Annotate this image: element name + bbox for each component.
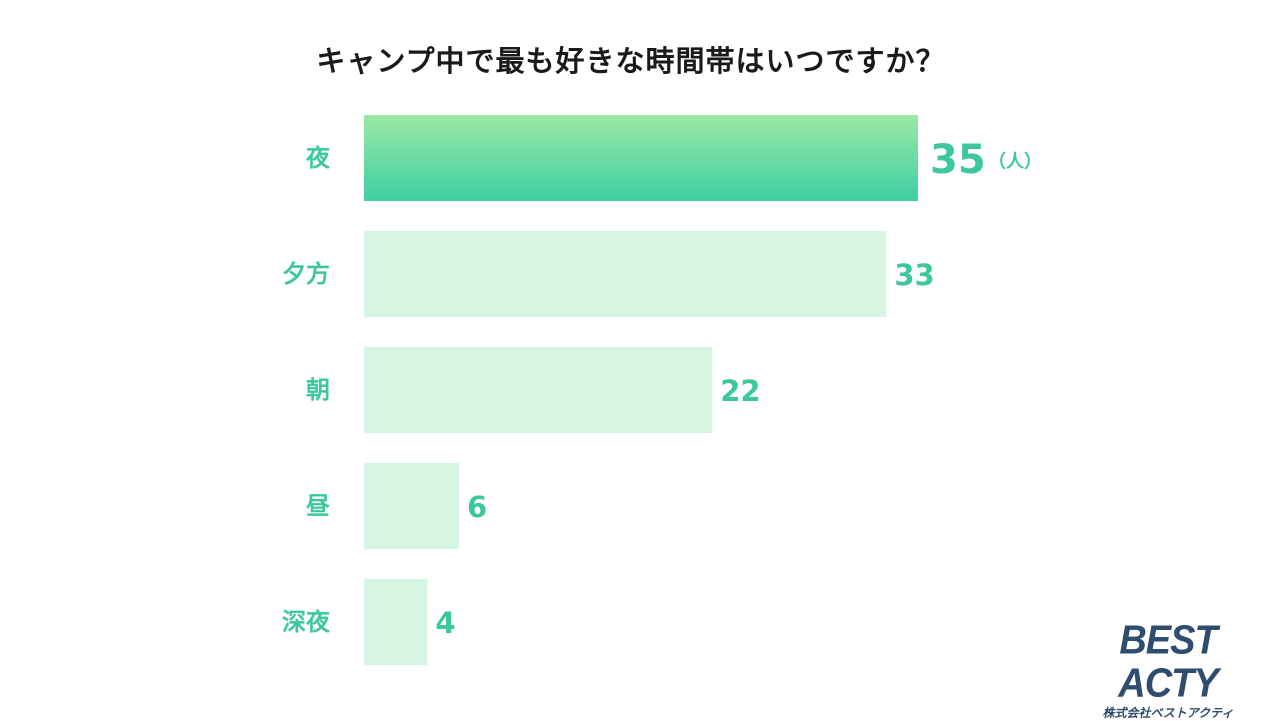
category-label-4: 深夜 [282, 608, 331, 636]
bar-1 [364, 231, 887, 317]
company-logo: BEST ACTY 株式会社ベストアクティ [1072, 617, 1264, 721]
logo-subtitle: 株式会社ベストアクティ [1102, 706, 1234, 720]
value-label-0: 35 [930, 137, 986, 183]
value-label-3: 6 [467, 490, 487, 524]
bar-0 [364, 115, 918, 201]
value-label-4: 4 [435, 606, 455, 640]
chart-title: キャンプ中で最も好きな時間帯はいつですか？ [316, 44, 946, 78]
category-label-3: 昼 [306, 492, 330, 520]
bar-3 [364, 463, 459, 549]
bars-group: 夜 35 （人） 夕方 33 朝 22 昼 6 深夜 4 [282, 115, 1042, 665]
value-label-1: 33 [894, 258, 934, 292]
category-label-1: 夕方 [282, 260, 330, 288]
logo-wordmark: BEST ACTY [1118, 617, 1218, 707]
category-label-2: 朝 [306, 376, 330, 404]
unit-label: （人） [988, 152, 1042, 173]
bar-4 [364, 579, 428, 665]
category-label-0: 夜 [305, 144, 331, 172]
value-label-2: 22 [720, 374, 760, 408]
bar-2 [364, 347, 713, 433]
